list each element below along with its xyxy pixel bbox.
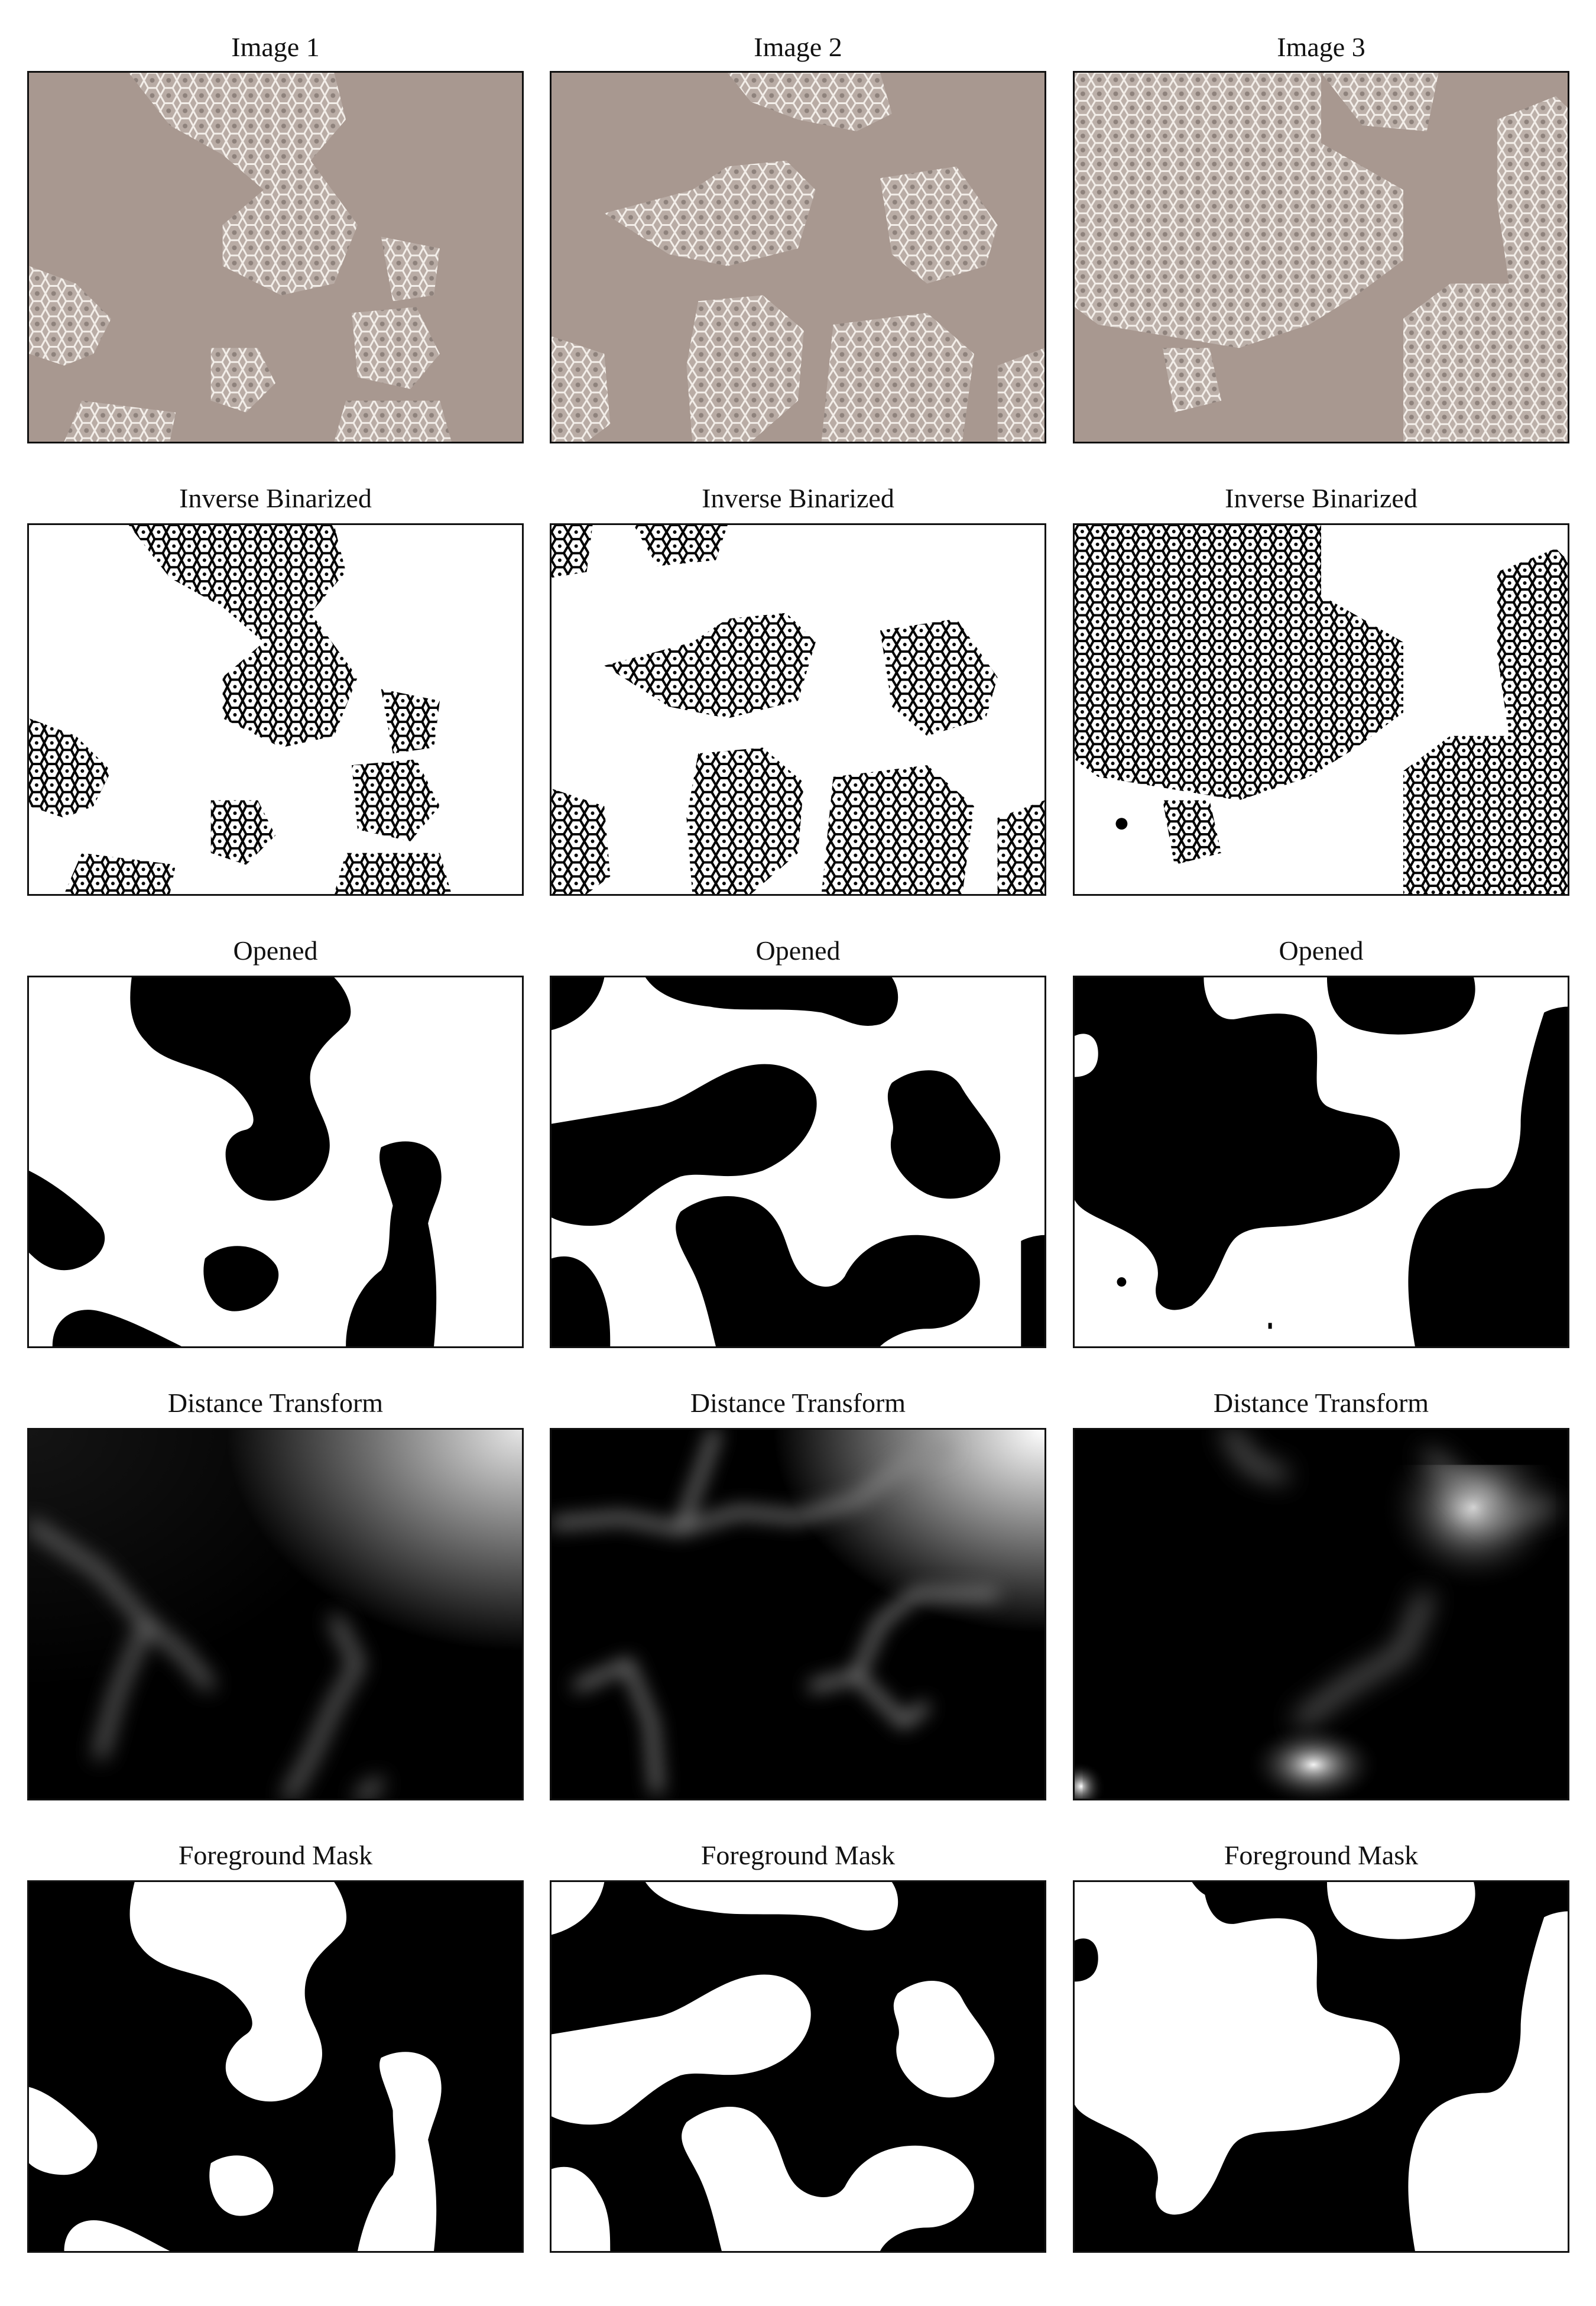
opened-image-1	[27, 976, 524, 1348]
panel-title-r4-c3: Distance Transform	[1073, 1387, 1569, 1420]
distance-transform-image-1	[27, 1428, 524, 1800]
panel-title-r3-c2: Opened	[550, 934, 1046, 967]
panel-title-r2-c2: Inverse Binarized	[550, 482, 1046, 515]
panel-title-r5-c3: Foreground Mask	[1073, 1839, 1569, 1872]
opened-image-2	[550, 976, 1046, 1348]
micrograph-image-1	[27, 71, 524, 443]
inverse-binarized-image-3	[1073, 523, 1569, 896]
panel-title-r5-c1: Foreground Mask	[27, 1839, 524, 1872]
panel-title-r1-c3: Image 3	[1073, 31, 1569, 64]
distance-transform-image-2	[550, 1428, 1046, 1800]
panel-title-r5-c2: Foreground Mask	[550, 1839, 1046, 1872]
panel-title-r1-c1: Image 1	[27, 31, 524, 64]
opened-image-3	[1073, 976, 1569, 1348]
panel-title-r1-c2: Image 2	[550, 31, 1046, 64]
micrograph-image-2	[550, 71, 1046, 443]
panel-title-r2-c3: Inverse Binarized	[1073, 482, 1569, 515]
panel-title-r3-c1: Opened	[27, 934, 524, 967]
panel-title-r4-c2: Distance Transform	[550, 1387, 1046, 1420]
inverse-binarized-image-2	[550, 523, 1046, 896]
foreground-mask-image-2	[550, 1880, 1046, 2253]
micrograph-image-3	[1073, 71, 1569, 443]
foreground-mask-image-3	[1073, 1880, 1569, 2253]
foreground-mask-image-1	[27, 1880, 524, 2253]
distance-transform-image-3	[1073, 1428, 1569, 1800]
panel-title-r3-c3: Opened	[1073, 934, 1569, 967]
panel-title-r4-c1: Distance Transform	[27, 1387, 524, 1420]
inverse-binarized-image-1	[27, 523, 524, 896]
panel-title-r2-c1: Inverse Binarized	[27, 482, 524, 515]
